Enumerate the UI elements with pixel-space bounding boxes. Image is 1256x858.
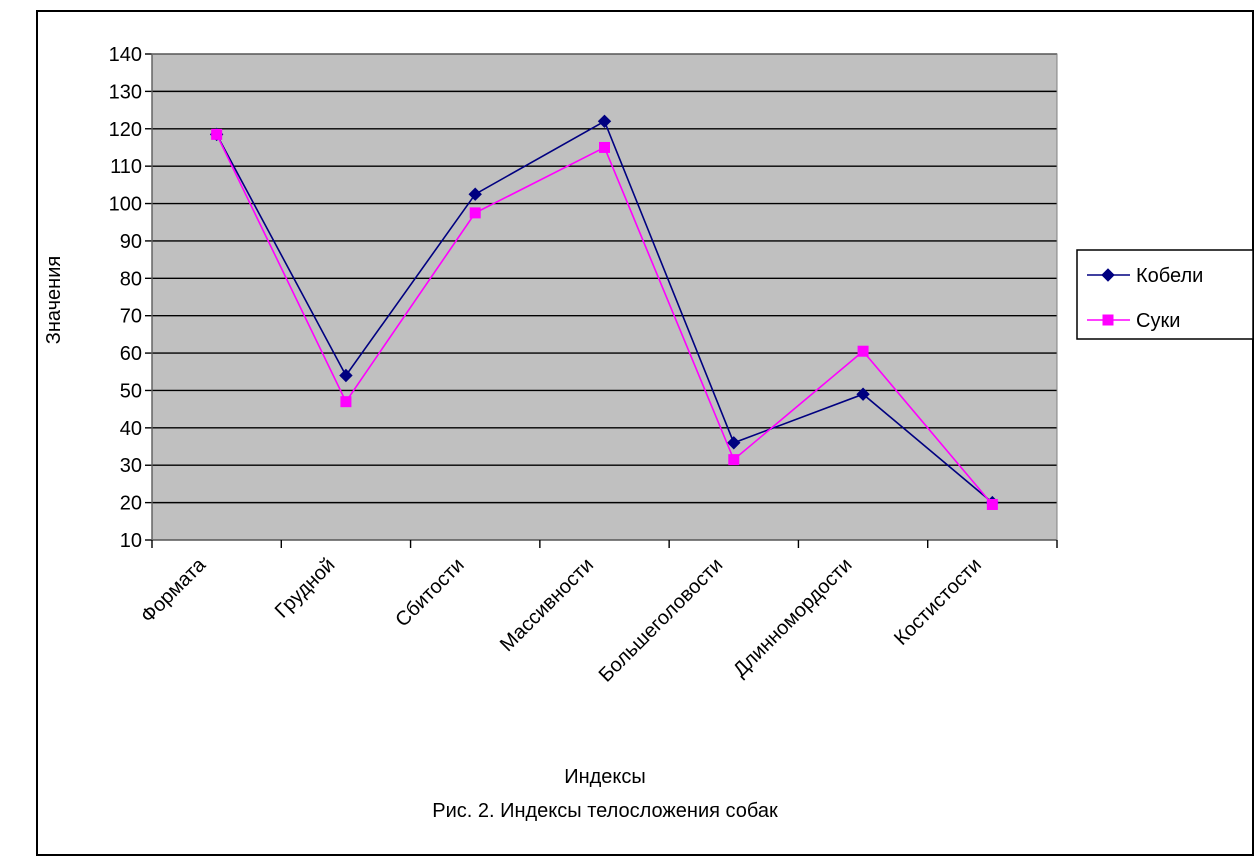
plot-area [152, 54, 1057, 540]
diamond-marker [468, 187, 482, 201]
y-tick-label: 50 [120, 380, 142, 402]
square-marker [857, 345, 869, 357]
square-marker [340, 396, 352, 408]
y-tick-label: 70 [120, 306, 142, 328]
x-tick-label: Массивности [496, 554, 598, 656]
y-axis-label: Значения [43, 256, 65, 344]
x-tick-label: Грудной [271, 554, 340, 623]
square-marker [1102, 314, 1114, 326]
y-tick-labels: 10 20 30 40 50 60 70 80 90 100 110 120 130 140 [109, 44, 142, 552]
y-tick-label: 40 [120, 418, 142, 440]
series-suki [211, 128, 998, 510]
x-tick-label: Большеголовости [595, 554, 728, 687]
diamond-marker [856, 387, 870, 401]
y-tick-label: 60 [120, 343, 142, 365]
y-tick-label: 130 [109, 81, 142, 103]
chart-title: Рис. 2. Индексы телосложения собак [432, 800, 778, 822]
y-tick-label: 30 [120, 455, 142, 477]
legend: Кобели Суки [1076, 249, 1254, 340]
series-layer [209, 114, 1000, 510]
y-tick-label: 10 [120, 530, 142, 552]
diamond-marker [339, 368, 353, 383]
y-tick-label: 80 [120, 268, 142, 290]
y-tick-label: 90 [120, 231, 142, 253]
x-tick-label: Длинномордости [729, 554, 856, 681]
y-tick-label: 20 [120, 493, 142, 515]
x-tick-label: Сбитости [391, 554, 468, 631]
x-tick-label: Костистости [890, 554, 986, 650]
square-marker [599, 141, 610, 153]
x-tick-label: Формата [137, 553, 211, 627]
y-tick-label: 120 [109, 119, 142, 141]
square-marker [211, 128, 223, 140]
square-marker [986, 498, 998, 510]
plot-border [151, 53, 1058, 541]
diamond-marker [1101, 268, 1115, 282]
diamond-marker [597, 114, 612, 128]
legend-label: Суки [1136, 310, 1180, 332]
x-axis-label: Индексы [564, 766, 646, 788]
square-marker [728, 454, 740, 466]
y-tick-label: 110 [110, 156, 142, 178]
y-tick-label: 100 [109, 194, 142, 216]
legend-label: Кобели [1136, 265, 1203, 287]
axes [145, 53, 1058, 548]
square-marker [469, 207, 481, 219]
x-tick-labels: Формата Грудной Сбитости МассивностиБольшег… [137, 553, 986, 686]
y-tick-label: 140 [109, 44, 142, 66]
diamond-marker [727, 436, 741, 450]
gridlines [152, 53, 1057, 504]
